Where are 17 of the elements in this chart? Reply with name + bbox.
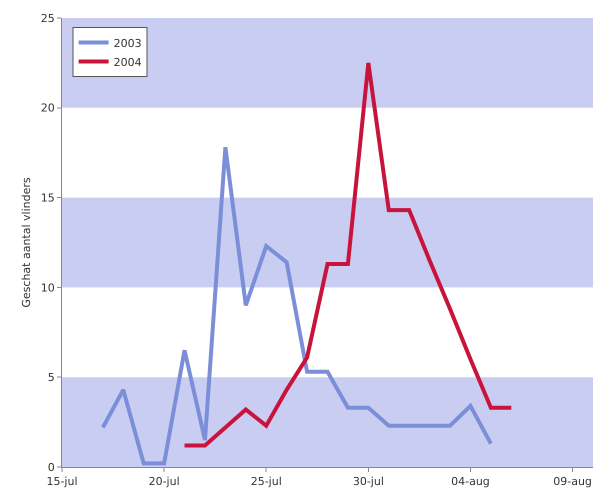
y-tick-label: 15 xyxy=(40,191,55,204)
y-tick-label: 0 xyxy=(48,460,55,474)
legend-label: 2004 xyxy=(114,56,142,69)
x-tick-label: 15-jul xyxy=(46,475,78,488)
x-tick-label: 04-aug xyxy=(451,475,490,488)
legend-label: 2003 xyxy=(114,36,142,50)
y-tick-label: 25 xyxy=(40,12,55,25)
y-tick-label: 5 xyxy=(48,371,55,384)
x-tick-label: 30-jul xyxy=(352,475,384,488)
line-series xyxy=(182,60,514,448)
x-tick-label: 20-jul xyxy=(148,475,180,488)
y-tick-label: 20 xyxy=(40,102,55,115)
y-tick-label: 10 xyxy=(40,281,55,294)
line-series xyxy=(100,145,493,466)
y-axis-title: Geschat aantal vlinders xyxy=(20,177,33,308)
x-tick-label: 25-jul xyxy=(250,475,282,488)
x-tick-label: 09-aug xyxy=(553,475,592,488)
